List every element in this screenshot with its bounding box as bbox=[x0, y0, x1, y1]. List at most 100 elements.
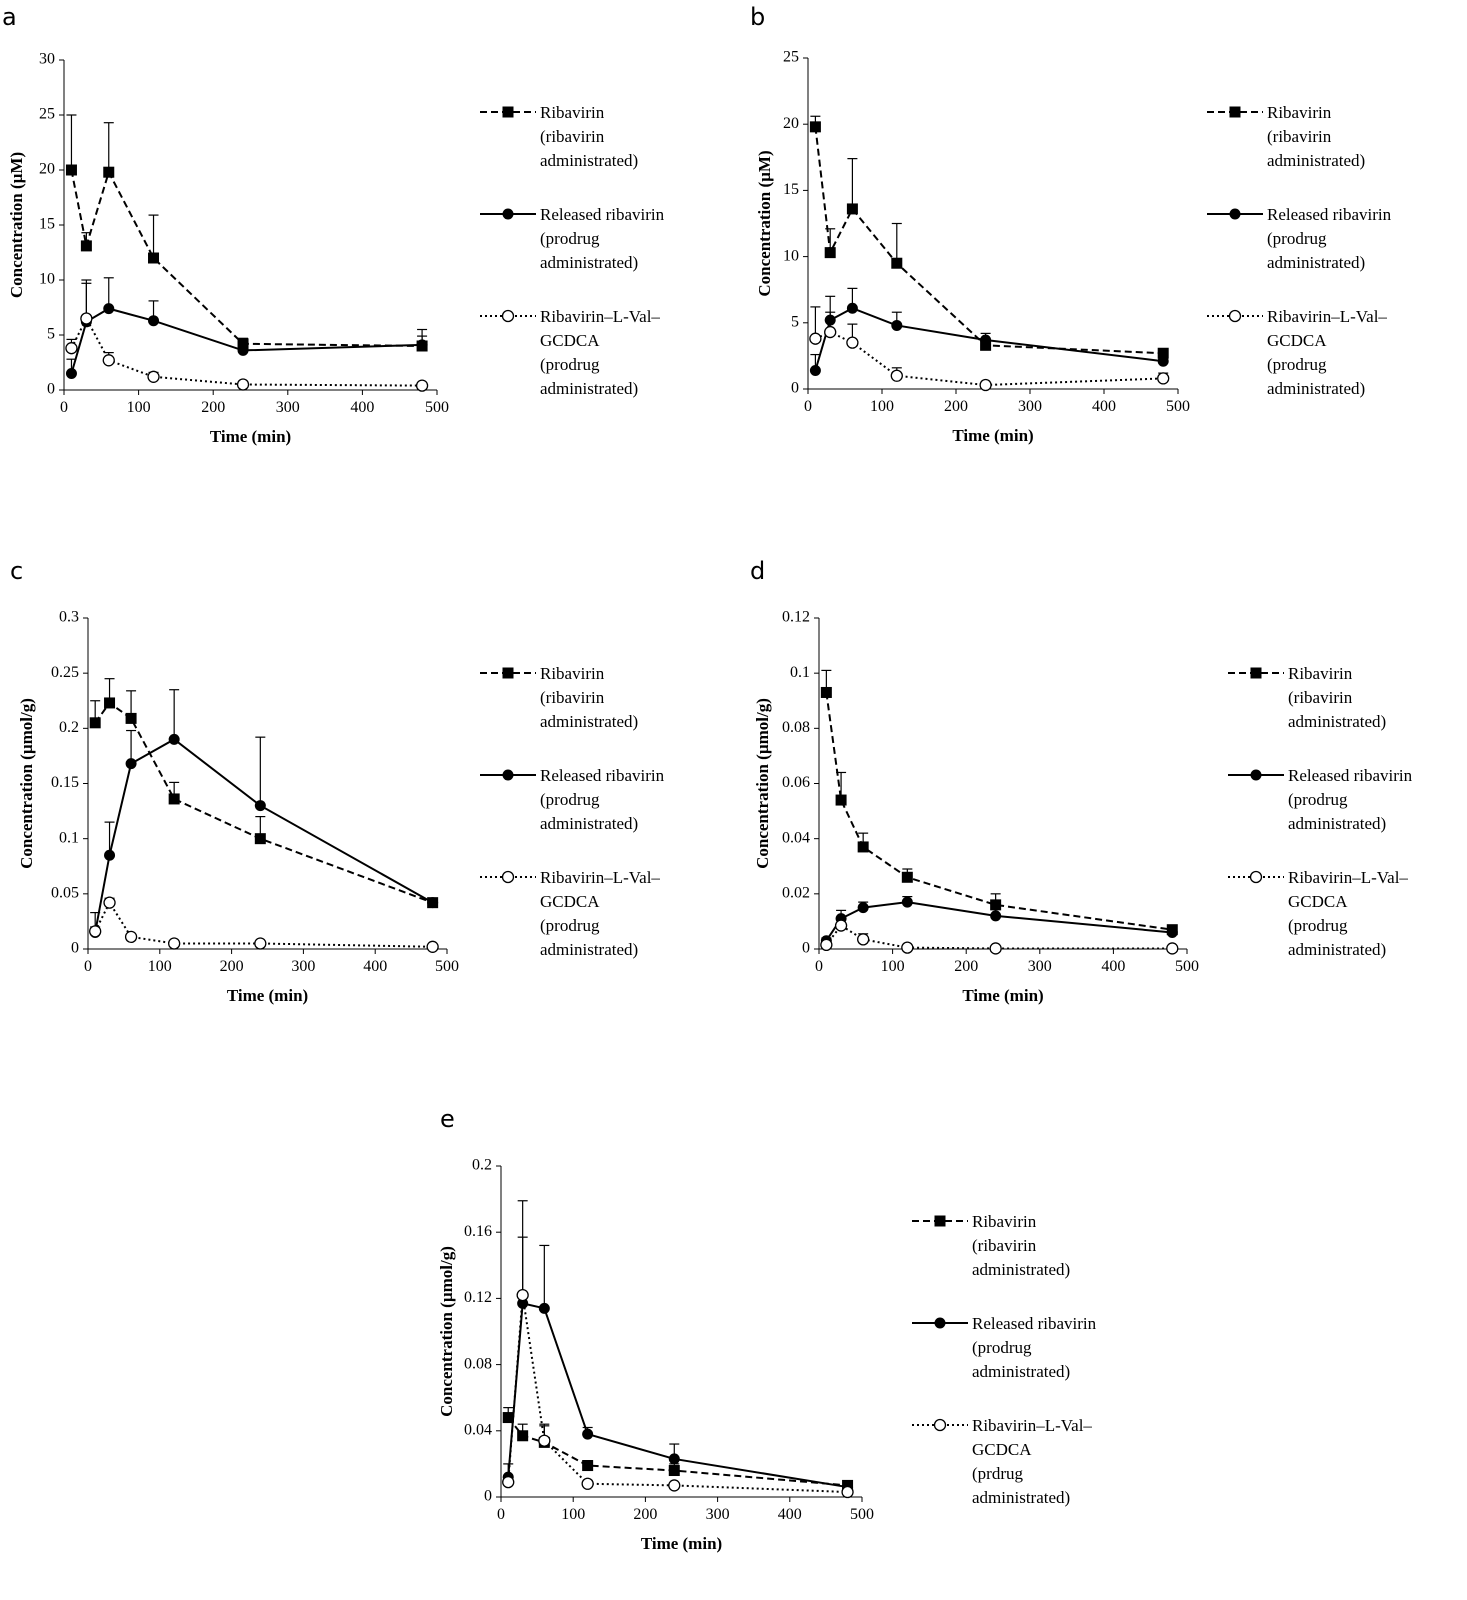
data-point-circle bbox=[538, 1302, 550, 1314]
x-tick-label: 400 bbox=[363, 958, 387, 975]
series-line bbox=[94, 738, 434, 933]
legend-label-line: (ribavirin bbox=[972, 1236, 1037, 1255]
x-tick-label: 500 bbox=[1166, 398, 1190, 415]
data-point-open-circle bbox=[168, 937, 181, 950]
x-axis-title: Time (min) bbox=[227, 986, 308, 1005]
x-tick-label: 400 bbox=[1092, 398, 1116, 415]
legend-label-line: (prodrug bbox=[540, 355, 600, 374]
data-point-square bbox=[89, 717, 101, 729]
x-tick-label: 400 bbox=[1101, 958, 1125, 975]
legend-label-line: Released ribavirin bbox=[1267, 205, 1392, 224]
x-axis-title: Time (min) bbox=[210, 427, 291, 446]
data-point-open-circle bbox=[254, 937, 267, 950]
x-tick-label: 0 bbox=[60, 399, 68, 416]
data-point-open-circle bbox=[103, 896, 116, 909]
y-tick-label: 0.12 bbox=[464, 1289, 492, 1306]
data-point-open-circle bbox=[820, 938, 833, 952]
series-line bbox=[94, 701, 433, 904]
series-3 bbox=[502, 1200, 854, 1499]
legend-entry-1: Ribavirin (ribavirin administrated) bbox=[1228, 664, 1386, 731]
data-point-square bbox=[891, 257, 903, 269]
legend-label-line: Ribavirin bbox=[540, 664, 605, 683]
y-axis-title: Concentration (µM) bbox=[7, 152, 26, 298]
legend-label-line: administrated) bbox=[540, 379, 638, 398]
data-point-square bbox=[668, 1465, 680, 1477]
legend-label-line: administrated) bbox=[1267, 151, 1365, 170]
legend-label-line: administrated) bbox=[1267, 379, 1365, 398]
data-point-circle bbox=[104, 849, 116, 861]
x-tick-label: 400 bbox=[350, 399, 374, 416]
x-tick-label: 300 bbox=[1028, 958, 1052, 975]
y-axis-title: Concentration (µmol/g) bbox=[437, 1246, 456, 1417]
legend-swatch-marker bbox=[1228, 309, 1242, 323]
data-point-square bbox=[582, 1460, 594, 1472]
y-tick-label: 0.02 bbox=[782, 885, 810, 902]
data-point-circle bbox=[65, 368, 77, 379]
legend-label-line: administrated) bbox=[972, 1260, 1070, 1279]
panel-label: d bbox=[750, 557, 765, 585]
legend-swatch-marker bbox=[502, 208, 514, 220]
series-2 bbox=[89, 689, 439, 938]
x-tick-label: 300 bbox=[1018, 398, 1042, 415]
chart-panel-b: b 0 5 10 15 20 25 0 100 200 300 400 500 Time (min) Con… bbox=[750, 3, 1392, 445]
legend-swatch-marker bbox=[501, 870, 515, 884]
x-tick-label: 200 bbox=[220, 958, 244, 975]
y-tick-label: 0.16 bbox=[464, 1223, 492, 1240]
data-point-circle bbox=[582, 1428, 594, 1440]
data-point-square bbox=[846, 203, 858, 215]
data-point-square bbox=[125, 712, 137, 724]
y-tick-label: 5 bbox=[47, 326, 55, 343]
data-point-circle bbox=[668, 1453, 680, 1465]
x-axis-title: Time (min) bbox=[641, 1534, 722, 1553]
data-point-open-circle bbox=[415, 379, 429, 392]
legend-label-line: administrated) bbox=[1267, 253, 1365, 272]
data-point-square bbox=[1157, 347, 1169, 359]
data-point-circle bbox=[901, 896, 913, 908]
legend-swatch-marker bbox=[502, 769, 514, 781]
y-axis-title: Concentration (µM) bbox=[755, 150, 774, 296]
x-tick-label: 100 bbox=[127, 399, 151, 416]
series-line bbox=[70, 307, 423, 374]
legend-label-line: Ribavirin–L-Val– bbox=[1288, 868, 1408, 887]
legend-entry-3: Ribavirin–L-Val– GCDCA (prodrug administrat… bbox=[480, 868, 660, 959]
legend-swatch-marker bbox=[502, 106, 514, 118]
legend-label-line: GCDCA bbox=[540, 892, 600, 911]
x-tick-label: 0 bbox=[84, 958, 92, 975]
y-tick-label: 0.04 bbox=[782, 829, 810, 846]
panel-label: c bbox=[10, 557, 23, 585]
legend-label-line: Ribavirin–L-Val– bbox=[1267, 307, 1387, 326]
series-2 bbox=[65, 277, 428, 379]
legend-label-line: Ribavirin bbox=[972, 1212, 1037, 1231]
data-point-open-circle bbox=[581, 1477, 594, 1490]
data-point-circle bbox=[980, 334, 992, 346]
y-tick-label: 25 bbox=[783, 49, 799, 66]
legend-label-line: (prodrug bbox=[1267, 229, 1327, 248]
series-2 bbox=[502, 1236, 854, 1493]
legend-swatch-marker bbox=[502, 667, 514, 679]
y-tick-label: 20 bbox=[39, 161, 55, 178]
legend-swatch-marker bbox=[1229, 208, 1241, 220]
data-point-open-circle bbox=[89, 925, 102, 938]
legend-label-line: GCDCA bbox=[1288, 892, 1348, 911]
y-axis-title: Concentration (µmol/g) bbox=[753, 698, 772, 869]
legend-label-line: administrated) bbox=[972, 1488, 1070, 1507]
x-tick-label: 500 bbox=[425, 399, 449, 416]
data-point-square bbox=[254, 833, 266, 845]
legend-swatch-marker bbox=[501, 309, 515, 323]
legend-label-line: (prodrug bbox=[1288, 790, 1348, 809]
series-1 bbox=[65, 114, 428, 352]
legend-entry-3: Ribavirin–L-Val– GCDCA (prdrug administrate… bbox=[912, 1416, 1092, 1507]
legend-label-line: Ribavirin–L-Val– bbox=[972, 1416, 1092, 1435]
legend-label-line: (ribavirin bbox=[1267, 127, 1332, 146]
x-tick-label: 300 bbox=[276, 399, 300, 416]
series-line bbox=[825, 692, 1173, 931]
data-point-circle bbox=[125, 758, 137, 770]
data-point-square bbox=[237, 338, 249, 350]
legend-label-line: Ribavirin–L-Val– bbox=[540, 868, 660, 887]
data-point-open-circle bbox=[979, 378, 992, 392]
data-point-open-circle bbox=[809, 332, 822, 345]
data-point-open-circle bbox=[846, 336, 859, 349]
data-point-open-circle bbox=[901, 941, 914, 954]
legend-label-line: GCDCA bbox=[540, 331, 600, 350]
legend-label-line: administrated) bbox=[1288, 814, 1386, 833]
